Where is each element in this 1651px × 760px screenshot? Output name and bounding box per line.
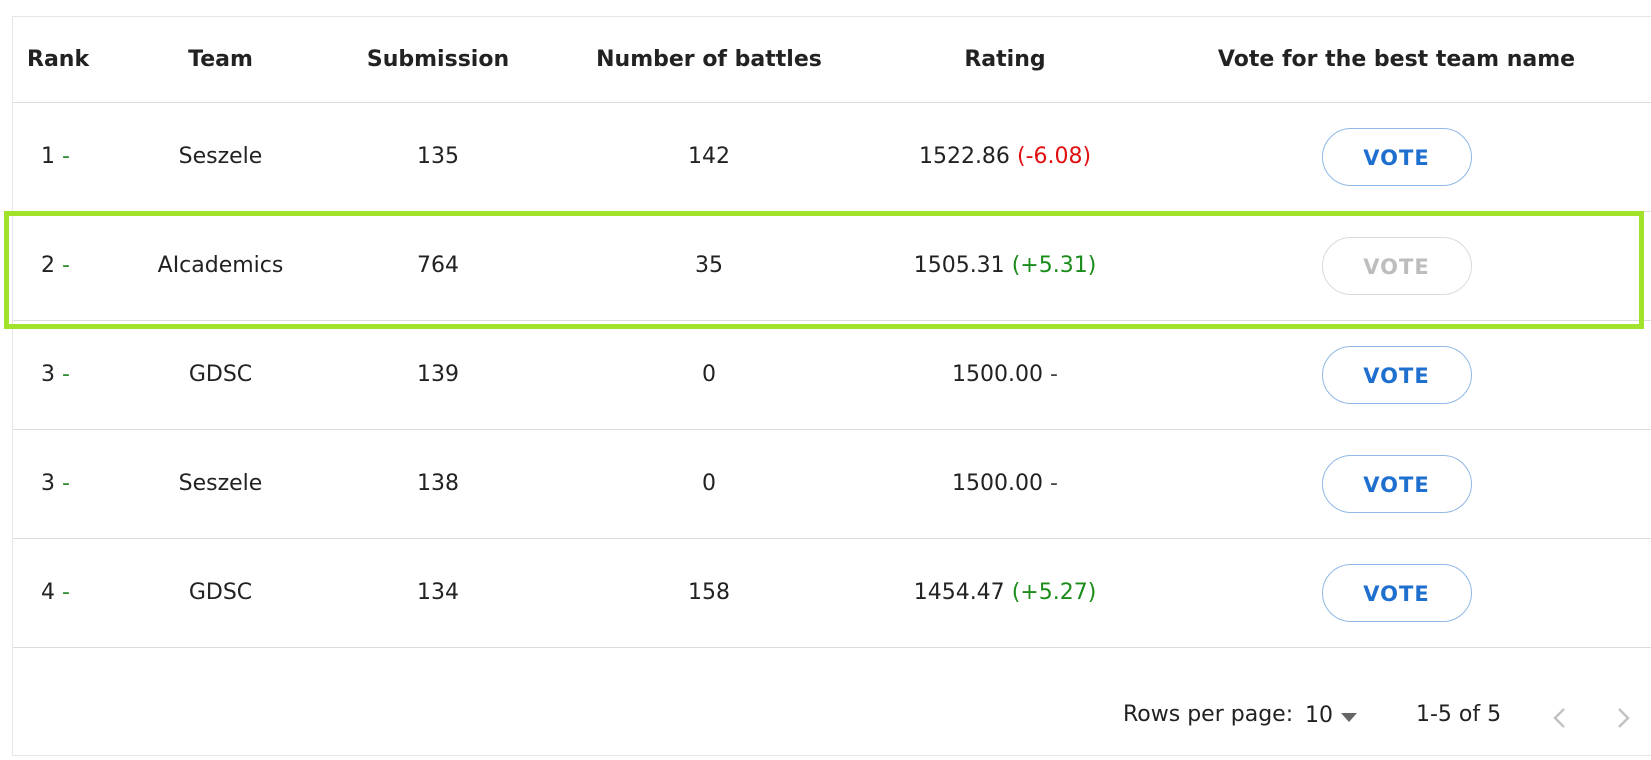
rating-delta: (-6.08)	[1016, 144, 1092, 169]
rating-cell: 1500.00 -	[870, 429, 1140, 539]
vote-button[interactable]: VOTE	[1321, 563, 1472, 622]
rating-cell: 1522.86 (-6.08)	[870, 102, 1140, 212]
rank-change: -	[62, 144, 70, 169]
vote-cell: VOTE	[1140, 211, 1651, 321]
rating-cell: 1454.47 (+5.27)	[870, 538, 1140, 648]
leaderboard-card: Rank Team Submission Number of battles R…	[12, 16, 1651, 756]
table-row: 2 - AIcademics 764 35 1505.31 (+5.31) VO…	[13, 211, 1651, 321]
battles-cell: 0	[548, 320, 870, 430]
rating-value: 1500.00	[952, 362, 1044, 387]
battles-cell: 158	[548, 538, 870, 648]
rank-change: -	[62, 580, 70, 605]
header-vote: Vote for the best team name	[1140, 17, 1651, 103]
chevron-left-icon	[1553, 708, 1565, 728]
rank-cell: 3 -	[13, 320, 113, 430]
leaderboard-table: Rank Team Submission Number of battles R…	[13, 17, 1651, 648]
rank-value: 2	[41, 253, 55, 278]
submission-cell: 135	[328, 102, 548, 212]
team-cell: Seszele	[113, 102, 328, 212]
rating-value: 1500.00	[952, 471, 1044, 496]
header-team[interactable]: Team	[113, 17, 328, 103]
team-cell: Seszele	[113, 429, 328, 539]
rows-per-page-select[interactable]: 10	[1305, 703, 1357, 728]
team-cell: GDSC	[113, 538, 328, 648]
rank-change: -	[62, 253, 70, 278]
rating-delta: -	[1050, 471, 1058, 496]
submission-cell: 139	[328, 320, 548, 430]
header-submission[interactable]: Submission	[328, 17, 548, 103]
rank-value: 1	[41, 144, 55, 169]
team-cell: GDSC	[113, 320, 328, 430]
submission-cell: 764	[328, 211, 548, 321]
rank-value: 4	[41, 580, 55, 605]
rank-change: -	[62, 471, 70, 496]
submission-cell: 138	[328, 429, 548, 539]
header-battles[interactable]: Number of battles	[548, 17, 870, 103]
table-header-row: Rank Team Submission Number of battles R…	[13, 17, 1651, 103]
vote-button[interactable]: VOTE	[1321, 454, 1472, 513]
rank-cell: 1 -	[13, 102, 113, 212]
rows-per-page-label: Rows per page:	[1123, 702, 1294, 727]
vote-button-disabled: VOTE	[1321, 236, 1472, 295]
vote-button[interactable]: VOTE	[1321, 127, 1472, 186]
rating-delta: (+5.27)	[1011, 580, 1097, 605]
header-rank[interactable]: Rank	[13, 17, 113, 103]
table-row: 4 - GDSC 134 158 1454.47 (+5.27) VOTE	[13, 538, 1651, 648]
submission-cell: 134	[328, 538, 548, 648]
caret-down-icon	[1341, 713, 1357, 722]
vote-button[interactable]: VOTE	[1321, 345, 1472, 404]
battles-cell: 35	[548, 211, 870, 321]
team-cell: AIcademics	[113, 211, 328, 321]
rank-change: -	[62, 362, 70, 387]
vote-cell: VOTE	[1140, 320, 1651, 430]
battles-cell: 142	[548, 102, 870, 212]
header-rating[interactable]: Rating	[870, 17, 1140, 103]
table-row: 3 - Seszele 138 0 1500.00 - VOTE	[13, 429, 1651, 539]
rating-delta: (+5.31)	[1011, 253, 1097, 278]
rating-cell: 1500.00 -	[870, 320, 1140, 430]
rating-value: 1454.47	[913, 580, 1005, 605]
prev-page-button[interactable]	[1545, 703, 1575, 733]
rank-value: 3	[41, 471, 55, 496]
rating-value: 1505.31	[913, 253, 1005, 278]
rating-value: 1522.86	[918, 144, 1010, 169]
rating-delta: -	[1050, 362, 1058, 387]
vote-cell: VOTE	[1140, 429, 1651, 539]
rows-per-page-value: 10	[1305, 703, 1333, 728]
rank-cell: 4 -	[13, 538, 113, 648]
vote-cell: VOTE	[1140, 538, 1651, 648]
table-row: 1 - Seszele 135 142 1522.86 (-6.08) VOTE	[13, 102, 1651, 212]
pagination-footer: Rows per page: 10 1-5 of 5	[13, 667, 1651, 757]
next-page-button[interactable]	[1608, 703, 1638, 733]
table-row: 3 - GDSC 139 0 1500.00 - VOTE	[13, 320, 1651, 430]
battles-cell: 0	[548, 429, 870, 539]
rank-cell: 2 -	[13, 211, 113, 321]
chevron-right-icon	[1618, 708, 1630, 728]
rank-value: 3	[41, 362, 55, 387]
rating-cell: 1505.31 (+5.31)	[870, 211, 1140, 321]
vote-cell: VOTE	[1140, 102, 1651, 212]
pagination-range: 1-5 of 5	[1416, 702, 1502, 727]
rank-cell: 3 -	[13, 429, 113, 539]
